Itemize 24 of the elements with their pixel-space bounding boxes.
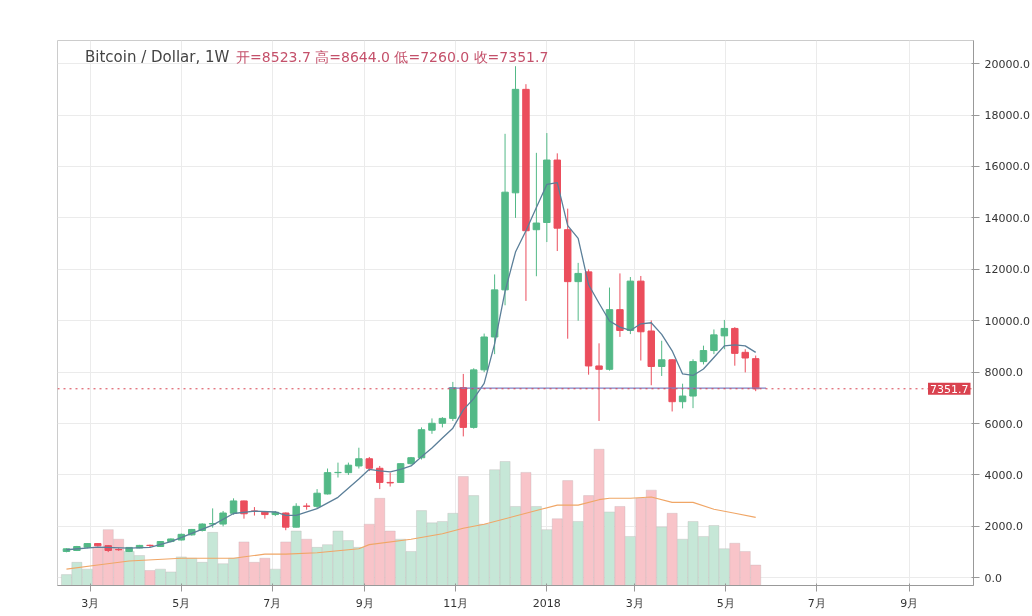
x-tick-label: 3月: [625, 596, 644, 610]
y-tick-label: 18000.0: [984, 109, 1030, 123]
y-tick-label: 4000.0: [984, 468, 1023, 482]
x-tick-label: 7月: [263, 596, 282, 610]
y-tick-label: 14000.0: [984, 211, 1030, 225]
annotation: 开=8523.7 高=8644.0 低=7260.0 收=7351.7: [236, 48, 549, 65]
y-tick-label: 0.0: [984, 571, 1002, 585]
text: Bitcoin / Dollar, 1W: [84, 47, 230, 66]
y-tick-label: 20000.0: [984, 57, 1030, 71]
y-tick-label: 8000.0: [984, 366, 1023, 380]
x-tick-label: 3月: [81, 596, 100, 610]
x-tick-label: 9月: [355, 596, 374, 610]
y-tick-label: 10000.0: [984, 314, 1030, 328]
y-tick-label: 6000.0: [984, 417, 1023, 431]
x-tick-label: 5月: [716, 596, 735, 610]
x-tick-label: 11月: [443, 596, 469, 610]
y-tick-label: 16000.0: [984, 160, 1030, 174]
ref-line-label: 7351.7: [930, 382, 969, 396]
x-tick-label: 2018: [532, 596, 561, 610]
x-tick-label: 5月: [172, 596, 191, 610]
y-tick-label: 12000.0: [984, 263, 1030, 277]
y-tick-label: 2000.0: [984, 520, 1023, 534]
x-tick-label: 7月: [807, 596, 826, 610]
x-tick-label: 9月: [900, 596, 919, 610]
